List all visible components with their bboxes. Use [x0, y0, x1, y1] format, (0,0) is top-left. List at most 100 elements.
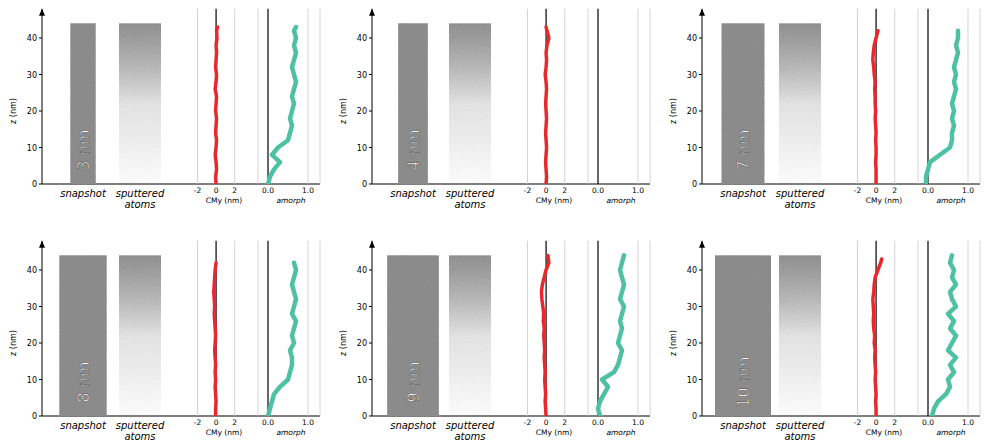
series-line: [926, 31, 958, 184]
label-line: atoms: [784, 199, 815, 210]
x-axis-title: CMy (nm): [866, 196, 903, 205]
x-tick-label: 1.0: [302, 186, 314, 195]
series-line: [598, 255, 624, 416]
snapshot: [715, 255, 771, 416]
frame-line: [320, 9, 321, 184]
x-axis-title: amorph: [276, 428, 305, 437]
y-tick: [369, 416, 372, 417]
series-line: [268, 263, 296, 416]
label-line: sputtered: [446, 420, 495, 431]
x-tick-label: 0.0: [592, 418, 604, 427]
x-axis-title: amorph: [936, 428, 965, 437]
frame-line: [918, 241, 919, 416]
z-axis: [42, 9, 43, 184]
grid-line: [857, 241, 858, 416]
x-tick-label: 0.0: [922, 186, 934, 195]
x-tick-label: 1.0: [962, 186, 974, 195]
x-axis-title: amorph: [606, 196, 635, 205]
snapshot: [398, 23, 428, 184]
y-tick-label: 40: [357, 34, 367, 43]
frame-line: [588, 241, 589, 416]
sputtered-atoms: [779, 23, 821, 184]
y-tick-label: 10: [27, 144, 37, 153]
y-tick-label: 0: [362, 412, 367, 421]
y-tick: [369, 38, 372, 39]
snapshot: [722, 23, 765, 184]
y-tick: [369, 74, 372, 75]
y-tick-label: 20: [27, 339, 37, 348]
y-tick: [39, 111, 42, 112]
series-line: [873, 31, 878, 184]
sputtered-label: sputteredatoms: [446, 420, 495, 442]
line-group: [214, 263, 216, 416]
label-line: sputtered: [116, 188, 165, 199]
x-tick-label: 2: [892, 418, 897, 427]
x-tick-label: 2: [562, 186, 567, 195]
grid-line: [597, 9, 598, 184]
frame-line: [918, 9, 919, 184]
grid-line: [267, 9, 268, 184]
grid-line: [597, 241, 598, 416]
figure: 010203040z (nm)3 nmsnapshotsputteredatom…: [0, 0, 991, 442]
diameter-label: 10 nm: [734, 356, 753, 407]
x-tick-label: -2: [854, 418, 862, 427]
x-tick-label: 2: [232, 418, 237, 427]
y-tick: [369, 111, 372, 112]
y-tick-label: 10: [687, 144, 697, 153]
label-line: atoms: [784, 431, 815, 442]
series-line: [873, 259, 882, 416]
frame-line: [588, 9, 589, 184]
x-axis-title: CMy (nm): [536, 196, 573, 205]
x-tick-label: 2: [562, 418, 567, 427]
x-tick-label: 2: [892, 186, 897, 195]
x-tick-label: 1.0: [632, 186, 644, 195]
line-group: [541, 255, 548, 416]
y-tick: [699, 343, 702, 344]
y-tick-label: 30: [687, 303, 697, 312]
x-tick-label: 0: [544, 418, 549, 427]
axis-arrow: [39, 9, 45, 16]
snapshot-label: snapshot: [60, 420, 107, 431]
x-tick-label: 1.0: [302, 418, 314, 427]
line-group: [873, 31, 878, 184]
grid-line: [527, 241, 528, 416]
x-axis-title: CMy (nm): [866, 428, 903, 437]
y-tick-label: 20: [27, 107, 37, 116]
label-line: sputtered: [446, 188, 495, 199]
line-group: [932, 255, 956, 416]
line-group: [268, 263, 296, 416]
diameter-label: 9 nm: [404, 362, 423, 403]
y-tick: [369, 270, 372, 271]
y-tick-label: 40: [687, 266, 697, 275]
line-group: [268, 27, 296, 184]
grid-line: [638, 9, 639, 184]
snapshot-label: snapshot: [720, 188, 767, 199]
x-tick-label: -2: [194, 186, 202, 195]
y-tick-label: 40: [687, 34, 697, 43]
y-tick: [699, 270, 702, 271]
z-axis: [42, 241, 43, 416]
label-line: atoms: [124, 199, 155, 210]
y-tick-label: 30: [687, 71, 697, 80]
y-tick-label: 10: [687, 376, 697, 385]
y-tick: [699, 379, 702, 380]
y-tick-label: 40: [27, 266, 37, 275]
y-axis-title: z (nm): [669, 330, 678, 356]
line-group: [598, 255, 624, 416]
y-tick-label: 30: [357, 71, 367, 80]
sputtered-atoms: [449, 23, 491, 184]
y-axis-title: z (nm): [9, 98, 18, 124]
y-axis-title: z (nm): [669, 98, 678, 124]
x-tick-label: 1.0: [632, 418, 644, 427]
snapshot-label: snapshot: [60, 188, 107, 199]
x-tick-label: -2: [524, 418, 532, 427]
sputtered-label: sputteredatoms: [776, 420, 825, 442]
sputtered-atoms: [119, 255, 161, 416]
snapshot-label: snapshot: [390, 420, 437, 431]
y-tick: [369, 343, 372, 344]
y-tick: [39, 306, 42, 307]
series-line: [541, 255, 548, 416]
x-tick-label: 0: [874, 186, 879, 195]
y-axis-title: z (nm): [339, 330, 348, 356]
x-tick-label: 0.0: [262, 418, 274, 427]
